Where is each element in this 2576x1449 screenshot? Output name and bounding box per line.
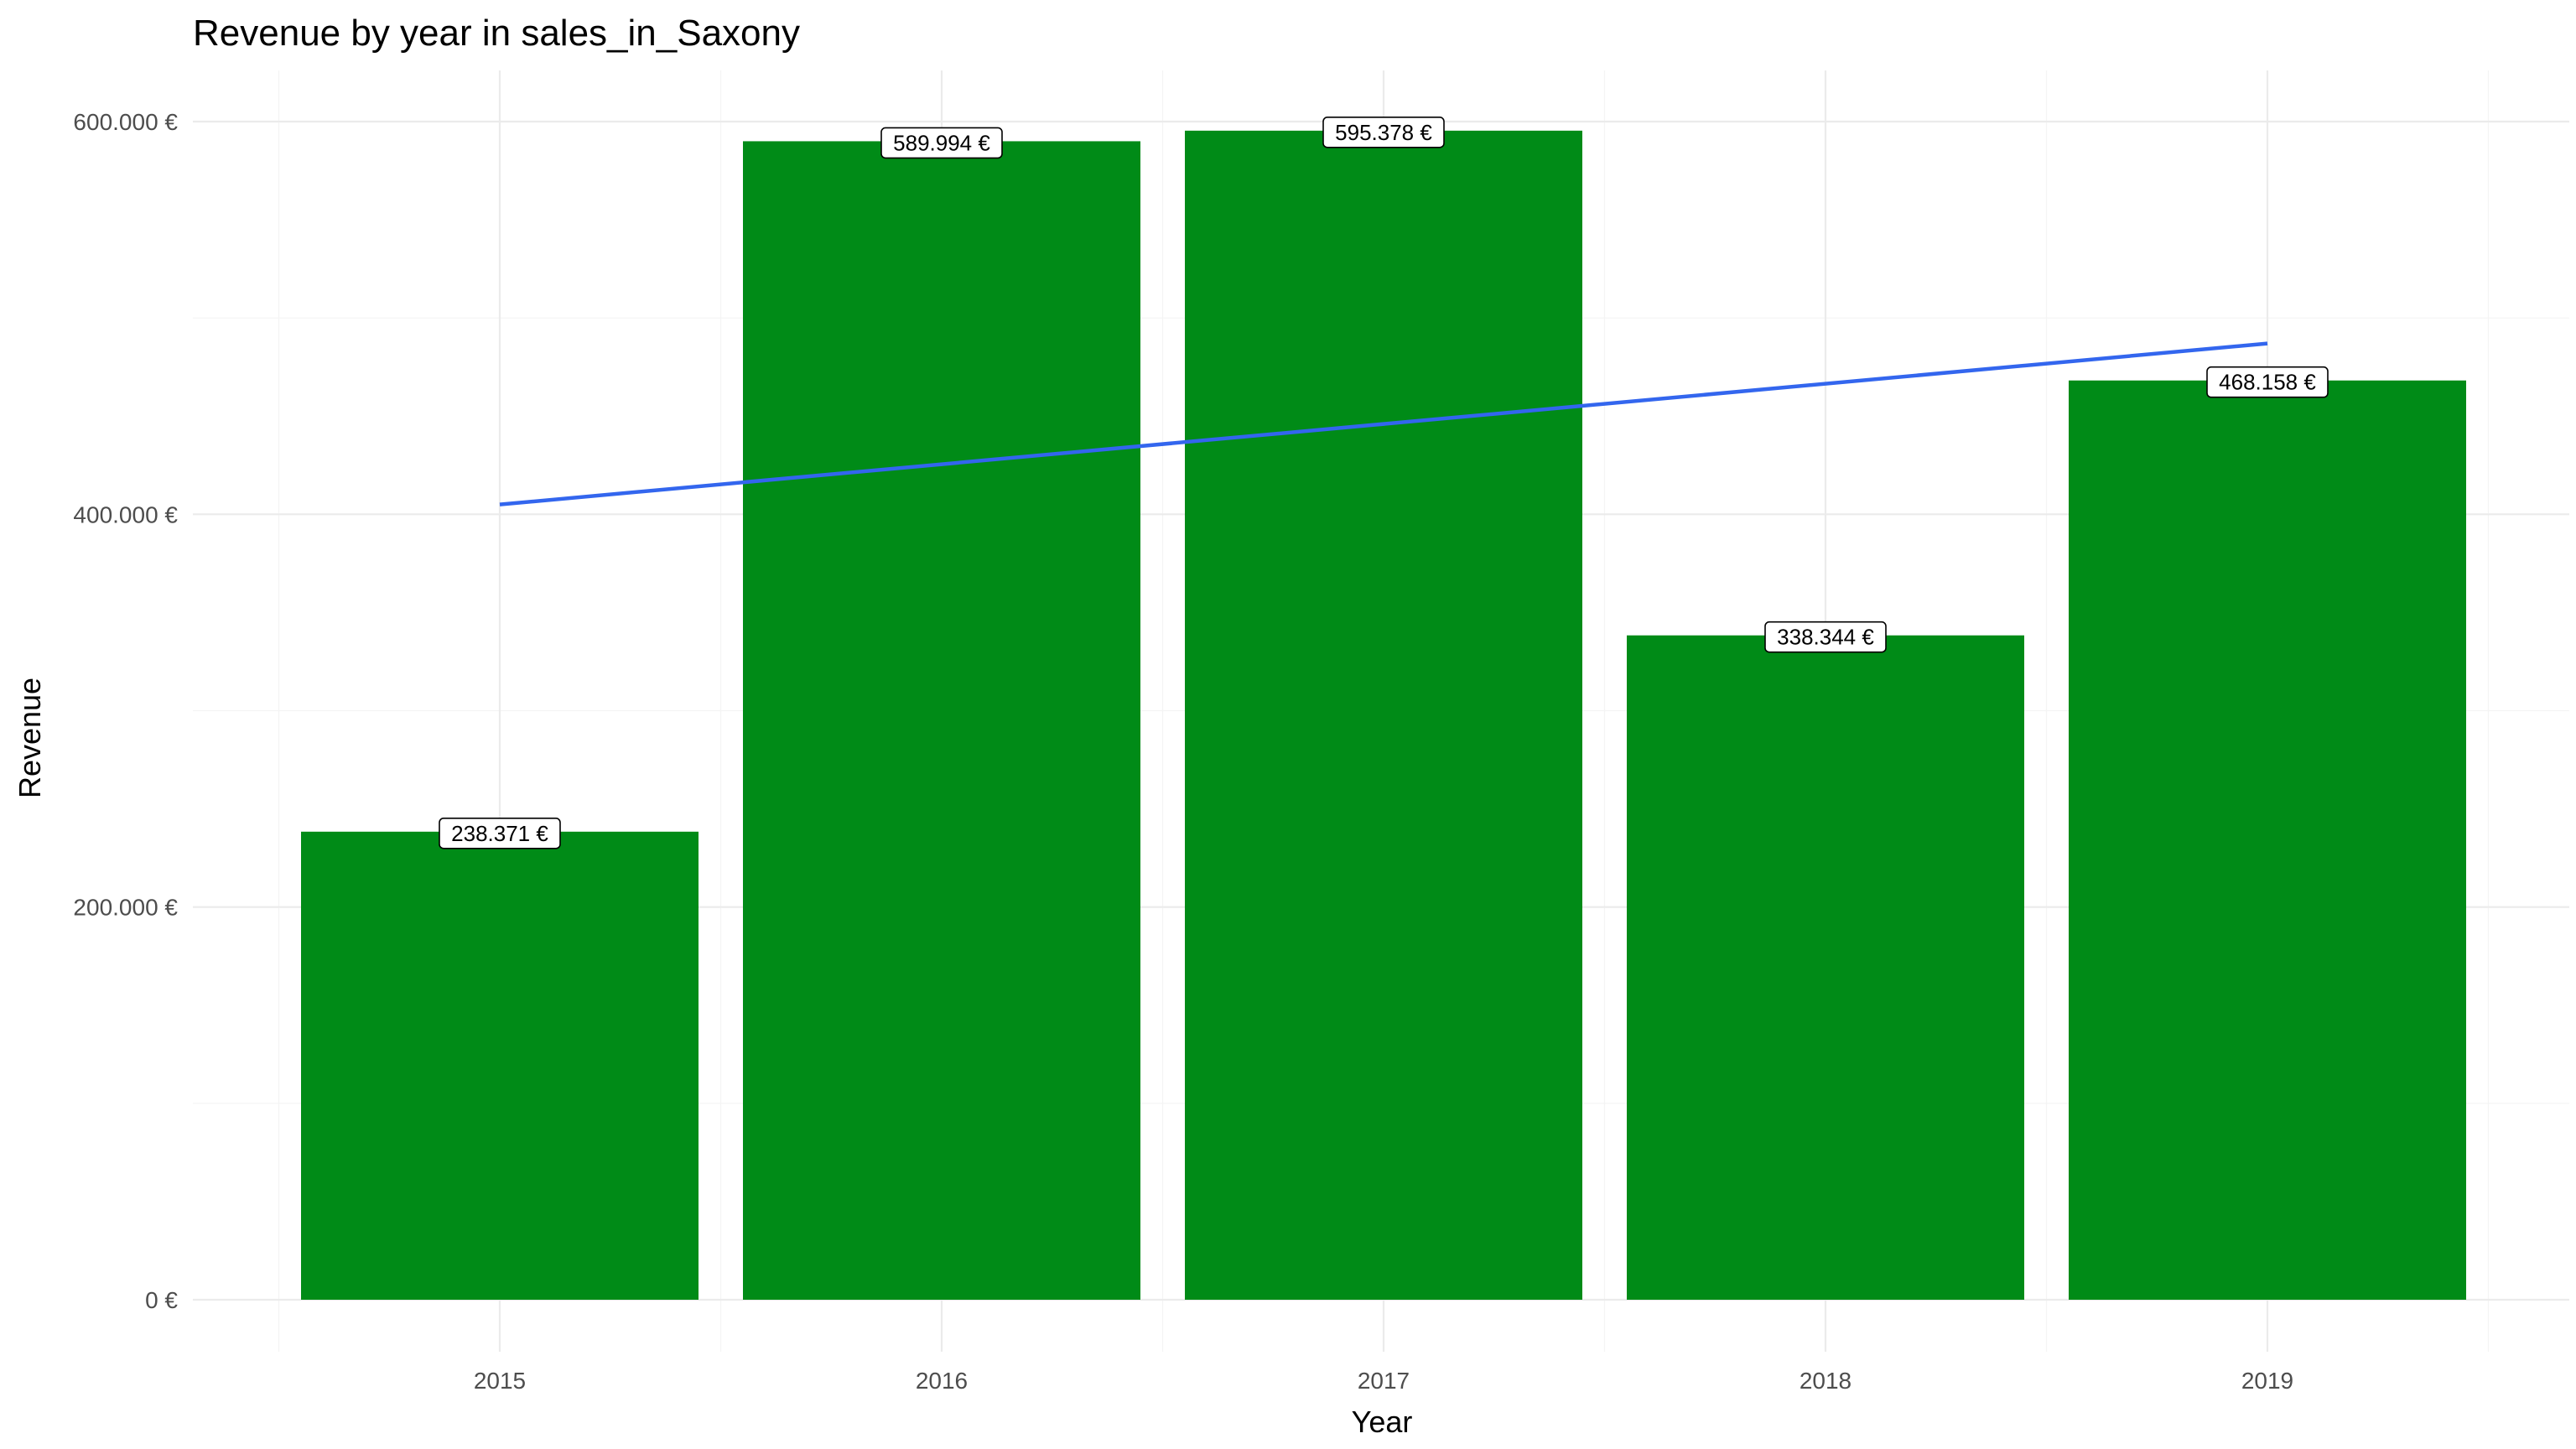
data-label-text: 338.344 €	[1777, 625, 1874, 650]
bar-2015	[301, 831, 699, 1300]
x-axis-title: Year	[1352, 1405, 1413, 1439]
data-labels: 238.371 € 589.994 € 595.378 € 338.344 € 468.…	[439, 117, 2329, 849]
x-axis-ticks: 2015 2016 2017 2018 2019	[474, 1368, 2293, 1394]
y-axis-ticks: 0 € 200.000 € 400.000 € 600.000 €	[73, 109, 178, 1313]
y-tick-label: 200.000 €	[73, 895, 178, 921]
data-label-box	[1322, 117, 1445, 148]
trend-line	[499, 341, 2268, 506]
y-axis-title: Revenue	[13, 678, 47, 798]
data-label-text: 595.378 €	[1335, 120, 1432, 145]
data-label-text: 468.158 €	[2219, 370, 2316, 395]
data-label-box	[2206, 366, 2329, 398]
bar-2017	[1185, 130, 1582, 1300]
bar-2016	[743, 141, 1140, 1301]
x-tick-label: 2019	[2241, 1368, 2293, 1394]
data-label-2016: 589.994 €	[880, 127, 1003, 159]
bar-2019	[2069, 380, 2466, 1301]
y-tick-label: 400.000 €	[73, 501, 178, 527]
data-label-2015: 238.371 €	[439, 818, 561, 849]
data-label-box	[1764, 621, 1887, 653]
x-tick-label: 2017	[1358, 1368, 1410, 1394]
bars	[301, 130, 2466, 1301]
data-label-2017: 595.378 €	[1322, 117, 1445, 148]
trend	[499, 341, 2268, 506]
data-label-box	[439, 818, 561, 849]
y-tick-label: 0 €	[145, 1287, 178, 1313]
data-label-box	[880, 127, 1003, 159]
data-label-text: 238.371 €	[451, 821, 548, 846]
x-tick-label: 2018	[1800, 1368, 1852, 1394]
data-label-2019: 468.158 €	[2206, 366, 2329, 398]
x-tick-label: 2015	[474, 1368, 526, 1394]
data-label-text: 589.994 €	[893, 130, 990, 155]
data-label-2018: 338.344 €	[1764, 621, 1887, 653]
bar-2018	[1627, 635, 2024, 1300]
y-tick-label: 600.000 €	[73, 109, 178, 135]
chart-title: Revenue by year in sales_in_Saxony	[193, 13, 800, 54]
x-tick-label: 2016	[916, 1368, 968, 1394]
